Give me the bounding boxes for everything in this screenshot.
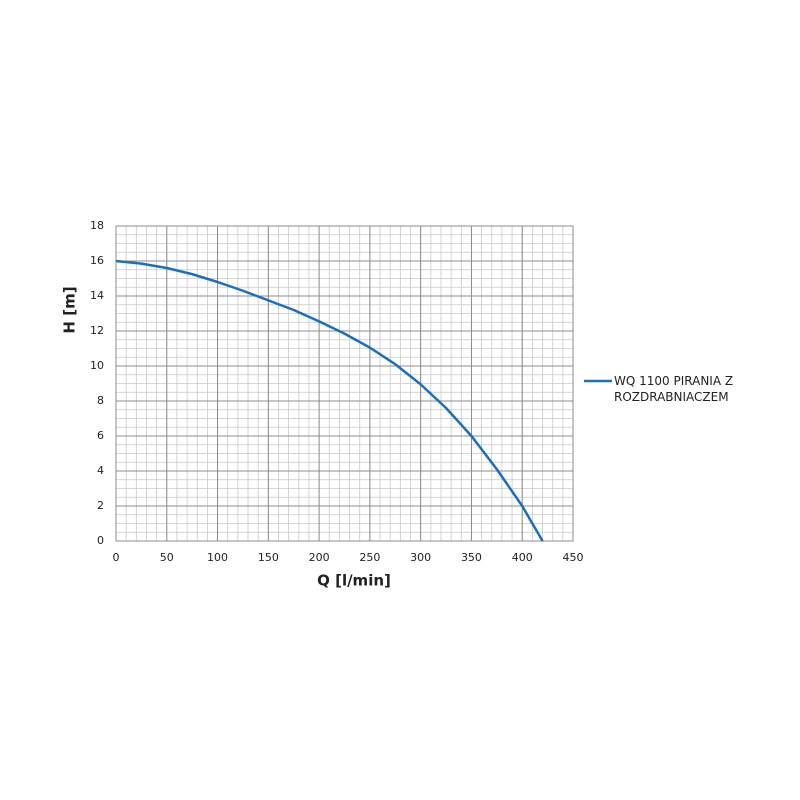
y-tick-label: 12 — [90, 324, 104, 337]
y-tick-label: 18 — [90, 219, 104, 232]
x-tick-label: 0 — [113, 551, 120, 564]
x-tick-label: 350 — [461, 551, 482, 564]
x-tick-label: 50 — [160, 551, 174, 564]
x-tick-label: 250 — [359, 551, 380, 564]
y-tick-label: 14 — [90, 289, 104, 302]
y-tick-label: 2 — [97, 499, 104, 512]
y-tick-label: 10 — [90, 359, 104, 372]
y-axis-label: H [m] — [61, 286, 79, 333]
x-tick-label: 150 — [258, 551, 279, 564]
x-tick-label: 300 — [410, 551, 431, 564]
x-tick-label: 200 — [309, 551, 330, 564]
x-axis-label: Q [l/min] — [317, 572, 391, 590]
data-line — [115, 259, 544, 542]
plot-border — [115, 225, 574, 542]
y-tick-label: 6 — [97, 429, 104, 442]
x-tick-label: 400 — [512, 551, 533, 564]
legend-label: WQ 1100 PIRANIA Z ROZDRABNIACZEM — [614, 374, 734, 404]
y-tick-label: 16 — [90, 254, 104, 267]
legend-swatch-box — [584, 379, 612, 383]
y-tick-label: 4 — [97, 464, 104, 477]
y-tick-label: 8 — [97, 394, 104, 407]
y-tick-label: 0 — [97, 534, 104, 547]
x-tick-label: 100 — [207, 551, 228, 564]
x-tick-label: 450 — [563, 551, 584, 564]
